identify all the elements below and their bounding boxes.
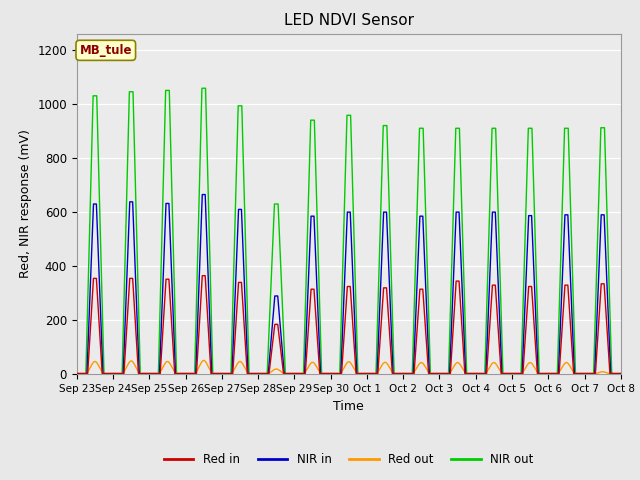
Y-axis label: Red, NIR response (mV): Red, NIR response (mV) [19, 130, 32, 278]
Legend: Red in, NIR in, Red out, NIR out: Red in, NIR in, Red out, NIR out [159, 448, 538, 471]
Text: MB_tule: MB_tule [79, 44, 132, 57]
Title: LED NDVI Sensor: LED NDVI Sensor [284, 13, 414, 28]
X-axis label: Time: Time [333, 400, 364, 413]
